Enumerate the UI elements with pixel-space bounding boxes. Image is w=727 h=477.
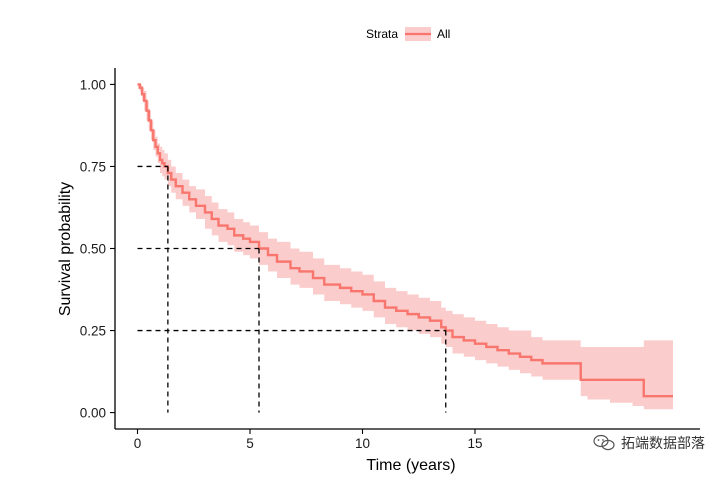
x-tick-label-1: 5 — [246, 436, 254, 451]
y-tick-label-2: 0.50 — [80, 242, 106, 257]
y-axis-title: Survival probability — [57, 182, 74, 316]
x-tick-label-0: 0 — [134, 436, 142, 451]
wechat-icon — [593, 434, 615, 451]
plot-area — [137, 83, 673, 413]
x-tick-label-3: 15 — [467, 436, 482, 451]
legend: Strata All — [366, 27, 450, 41]
y-tick-label-0: 0.00 — [80, 406, 106, 421]
watermark-text: 拓端数据部落 — [621, 436, 705, 452]
x-tick-label-2: 10 — [355, 436, 370, 451]
axis-ticks: 0.00 0.25 0.50 0.75 1.00 0 5 10 15 — [80, 77, 483, 451]
y-tick-label-1: 0.25 — [80, 324, 106, 339]
survival-curve-0 — [137, 83, 673, 398]
y-tick-label-4: 1.00 — [80, 77, 106, 92]
legend-title: Strata — [366, 27, 398, 41]
confidence-band-0 — [137, 84, 673, 410]
y-tick-label-3: 0.75 — [80, 159, 106, 174]
x-axis-title: Time (years) — [366, 457, 455, 474]
legend-entry-all: All — [437, 27, 450, 41]
watermark: 拓端数据部落 — [593, 433, 705, 453]
